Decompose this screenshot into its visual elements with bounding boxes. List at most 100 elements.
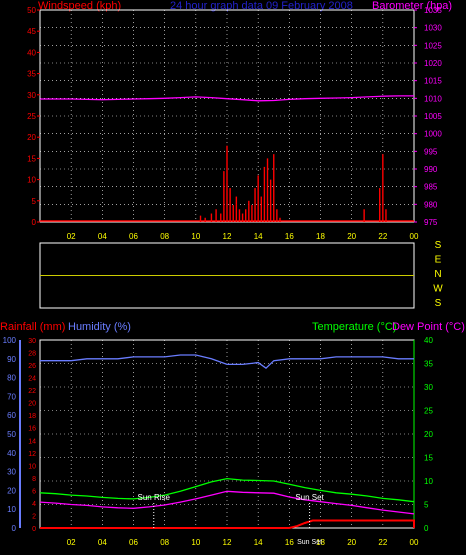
wind-barometer-panel: 5045403530252015105010351030102510201015…: [27, 6, 442, 241]
x-tick-label: 08: [160, 538, 169, 547]
x-tick-label: 16: [285, 538, 294, 547]
temperature-tick-label: 40: [424, 336, 433, 345]
wind-direction-tick-label: E: [435, 255, 442, 266]
windspeed-tick-label: 0: [32, 218, 37, 227]
barometer-tick-label: 975: [424, 218, 438, 227]
rain-tick-label: 0: [32, 526, 36, 533]
chart-title: 24 hour graph data 09 February 2008: [170, 0, 353, 12]
wind-direction-tick-label: S: [435, 240, 442, 251]
rain-tick-label: 22: [28, 388, 36, 395]
barometer-tick-label: 1030: [424, 24, 442, 33]
x-tick-label: 22: [378, 232, 387, 241]
x-tick-label: 16: [285, 232, 294, 241]
windspeed-tick-label: 30: [27, 91, 36, 100]
x-tick-label: 10: [191, 232, 200, 241]
barometer-axis-label: Barometer (hpa): [372, 0, 452, 12]
x-tick-label: 18: [316, 232, 325, 241]
humidity-tick-label: 60: [7, 411, 16, 420]
humidity-tick-label: 50: [7, 430, 16, 439]
temperature-tick-label: 10: [424, 477, 433, 486]
x-tick-label: 12: [223, 538, 232, 547]
windspeed-axis-label: Windspeed (kph): [38, 0, 121, 12]
wind-direction-tick-label: S: [435, 298, 442, 309]
windspeed-tick-label: 40: [27, 48, 36, 57]
humidity-tick-label: 80: [7, 374, 16, 383]
temperature-axis-label: Temperature (°C): [312, 321, 396, 333]
rainfall-line: [40, 519, 415, 529]
barometer-tick-label: 1015: [424, 77, 442, 86]
barometer-tick-label: 1000: [424, 130, 442, 139]
humidity-tick-label: 70: [7, 392, 16, 401]
windspeed-tick-label: 10: [27, 176, 36, 185]
temperature-line: [39, 477, 415, 503]
rain-tick-label: 16: [28, 426, 36, 433]
rain-tick-label: 6: [32, 488, 36, 495]
temperature-tick-label: 35: [424, 360, 433, 369]
x-tick-label: 12: [223, 232, 232, 241]
barometer-tick-label: 980: [424, 200, 438, 209]
x-tick-label: 06: [129, 232, 138, 241]
windspeed-tick-label: 15: [27, 154, 36, 163]
x-tick-label: 04: [98, 232, 107, 241]
x-tick-label: 02: [67, 232, 76, 241]
rain-tick-label: 2: [32, 513, 36, 520]
x-tick-label: 20: [347, 538, 356, 547]
x-tick-label: 22: [378, 538, 387, 547]
x-tick-label: 00: [410, 232, 419, 241]
humidity-tick-label: 30: [7, 468, 16, 477]
x-tick-label: 20: [347, 232, 356, 241]
temperature-tick-label: 0: [424, 524, 429, 533]
dewpoint-line: [39, 490, 415, 515]
temperature-tick-label: 30: [424, 383, 433, 392]
rain-tick-label: 12: [28, 451, 36, 458]
barometer-tick-label: 995: [424, 147, 438, 156]
rain-tick-label: 10: [28, 463, 36, 470]
x-tick-label: 06: [129, 538, 138, 547]
temperature-tick-label: 5: [424, 501, 429, 510]
temperature-tick-label: 25: [424, 407, 433, 416]
sunrise-label: Sun Rise: [138, 493, 171, 502]
humidity-tick-label: 90: [7, 355, 16, 364]
x-tick-label: 02: [67, 538, 76, 547]
temp-humidity-panel: 1009080706050403020100302826242220181614…: [3, 336, 434, 547]
sunset-tick-label: Sun Set: [297, 539, 322, 546]
rain-tick-label: 30: [28, 338, 36, 345]
humidity-axis-label: Humidity (%): [68, 321, 131, 333]
temperature-tick-label: 20: [424, 430, 433, 439]
barometer-tick-label: 1010: [424, 94, 442, 103]
windspeed-tick-label: 20: [27, 133, 36, 142]
rain-tick-label: 26: [28, 363, 36, 370]
rain-tick-label: 4: [32, 501, 36, 508]
humidity-tick-label: 40: [7, 449, 16, 458]
rain-tick-label: 28: [28, 351, 36, 358]
x-tick-label: 18: [316, 538, 325, 547]
rain-tick-label: 20: [28, 401, 36, 408]
barometer-tick-label: 1020: [424, 59, 442, 68]
barometer-tick-label: 990: [424, 165, 438, 174]
humidity-tick-label: 100: [3, 336, 17, 345]
rain-tick-label: 24: [28, 376, 36, 383]
x-tick-label: 08: [160, 232, 169, 241]
x-tick-label: 14: [254, 538, 263, 547]
windspeed-tick-label: 35: [27, 70, 36, 79]
x-tick-label: 04: [98, 538, 107, 547]
sunset-label: Sun Set: [295, 493, 324, 502]
windspeed-tick-label: 45: [27, 27, 36, 36]
x-tick-label: 00: [410, 538, 419, 547]
wind-direction-tick-label: N: [434, 269, 441, 280]
humidity-tick-label: 0: [12, 524, 17, 533]
humidity-tick-label: 10: [7, 505, 16, 514]
barometer-tick-label: 1025: [424, 41, 442, 50]
windspeed-tick-label: 50: [27, 6, 36, 15]
rain-tick-label: 8: [32, 476, 36, 483]
windspeed-tick-label: 5: [32, 197, 37, 206]
dewpoint-axis-label: Dew Point (°C): [392, 321, 465, 333]
wind-direction-tick-label: W: [433, 284, 443, 295]
barometer-line: [40, 95, 414, 102]
humidity-tick-label: 20: [7, 486, 16, 495]
windspeed-tick-label: 25: [27, 112, 36, 121]
rain-tick-label: 18: [28, 413, 36, 420]
